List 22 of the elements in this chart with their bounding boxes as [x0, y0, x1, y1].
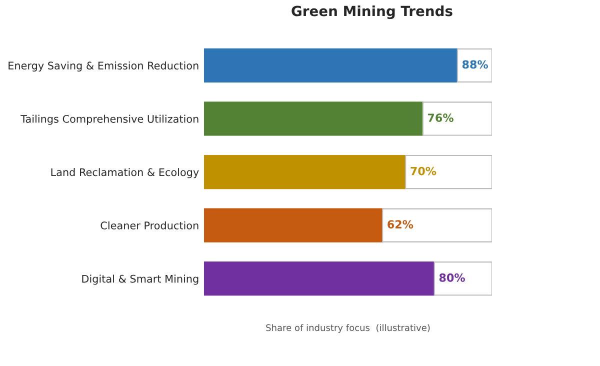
bar [382, 208, 492, 242]
data-label: 76% [428, 114, 454, 122]
bar [422, 102, 492, 136]
y-tick-label: Cleaner Production [100, 221, 198, 230]
y-tick-label: Tailings Comprehensive Utilization [20, 114, 198, 125]
bar [456, 48, 492, 83]
x-axis-title: Share of industry focus (illustrative) [266, 324, 430, 333]
y-tick-label: Land Reclamation & Ecology [51, 168, 199, 178]
y-tick-label: Energy Saving & Emission Reduction [8, 61, 198, 72]
data-label: 80% [439, 273, 465, 282]
bar [405, 154, 492, 190]
data-label: 70% [410, 166, 436, 176]
bar [204, 262, 435, 296]
bar [204, 154, 406, 190]
y-tick-label: Digital & Smart Mining [82, 274, 198, 285]
chart-title: Green Mining Trends [292, 5, 452, 20]
bar [204, 102, 424, 136]
bar [434, 262, 492, 296]
bar [204, 208, 384, 242]
data-label: 88% [462, 60, 488, 69]
data-label: 62% [388, 220, 414, 229]
bar [204, 48, 458, 83]
